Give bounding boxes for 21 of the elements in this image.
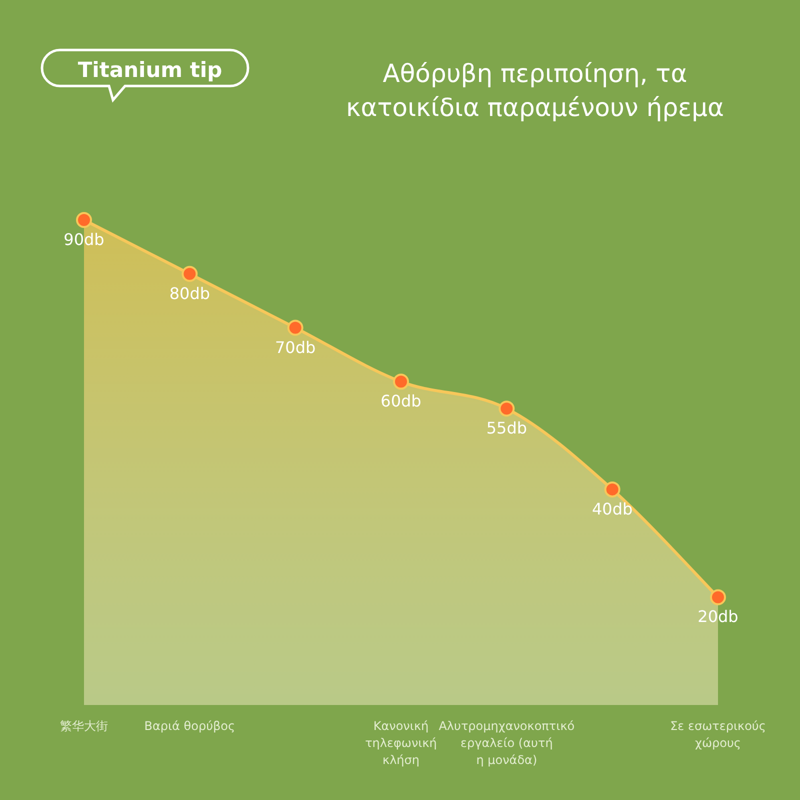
data-label: 70db	[274, 338, 316, 357]
data-label: 55db	[486, 418, 528, 438]
x-tick-label: 繁华大街	[60, 719, 108, 733]
point	[498, 400, 515, 417]
point	[182, 266, 198, 282]
text: Titanium tip	[78, 58, 222, 82]
point	[287, 320, 304, 336]
x-tick-label: Βαριά θορύβος	[144, 719, 236, 733]
point	[76, 212, 92, 228]
data-label: 20db	[698, 607, 738, 626]
data-label: 60db	[380, 392, 422, 411]
point	[604, 481, 620, 498]
chart-title: Αθόρυβη περιποίηση, τα κατοικίδια παραμένουν ήρεμα	[346, 59, 724, 122]
point	[393, 374, 409, 390]
x-tick-label: Αλυτρομηχανοκοπτικό εργαλείο (αυτή η μονάδα)	[438, 719, 575, 767]
point	[710, 589, 726, 606]
x-tick-label: Κανονική τηλεφωνική κλήση	[365, 719, 437, 767]
data-label: 90db	[64, 230, 104, 249]
data-label: 40db	[592, 499, 633, 518]
x-tick-label: Σε εσωτερικούς χώρους	[670, 719, 766, 750]
data-label: 80db	[169, 284, 210, 303]
